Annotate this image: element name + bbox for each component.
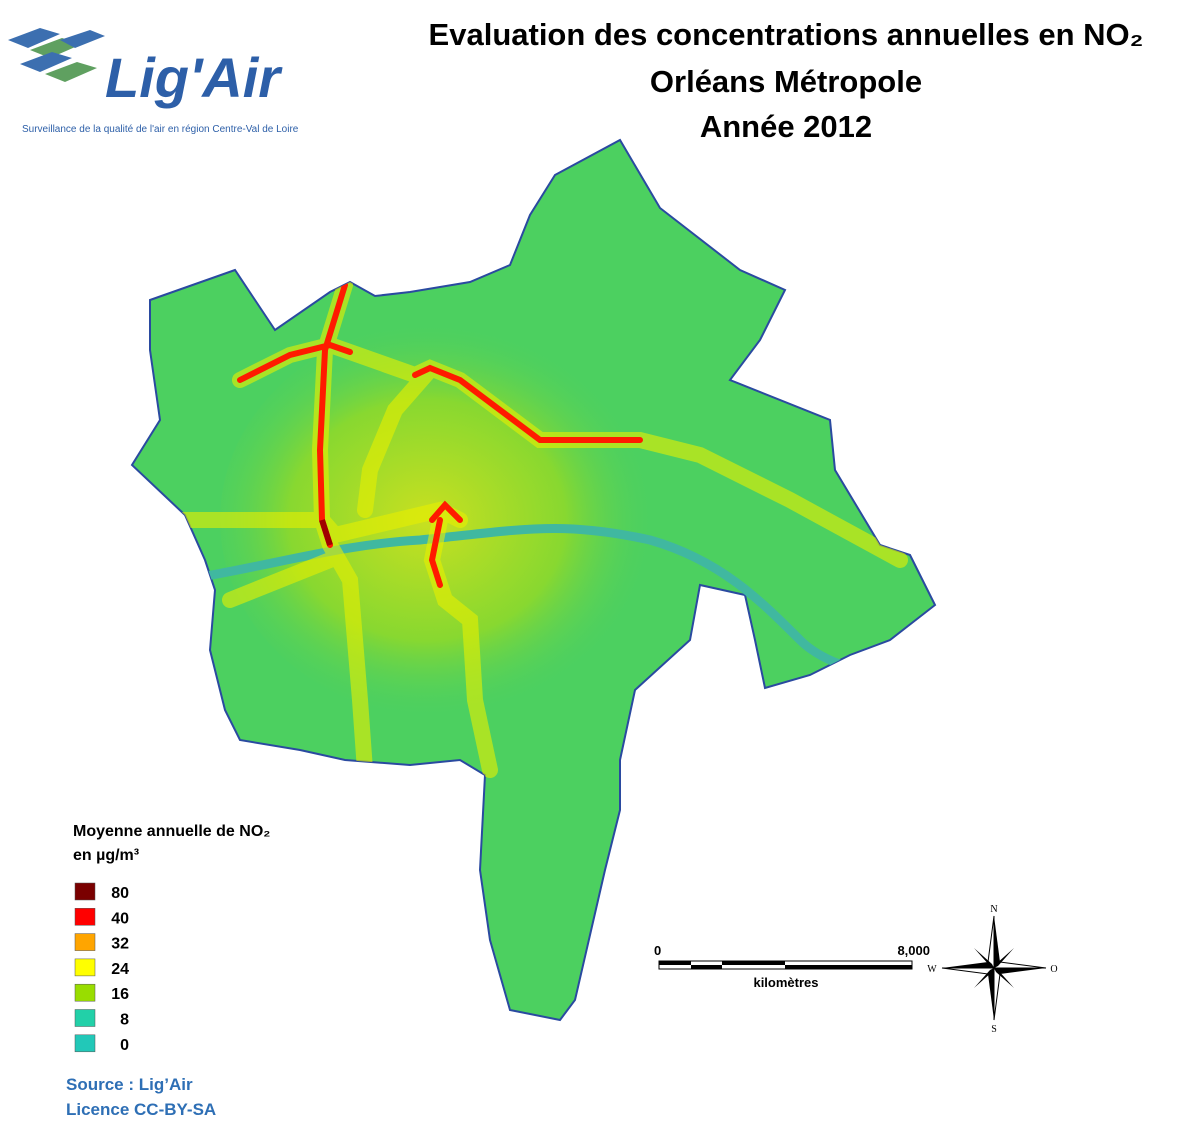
compass-w: W xyxy=(927,964,937,975)
legend-label: 32 xyxy=(111,936,129,953)
legend-unit: en µg/m³ xyxy=(73,847,139,864)
title-line: Evaluation des concentrations annuelles … xyxy=(429,17,1144,52)
map xyxy=(131,139,936,1021)
legend-swatch xyxy=(74,882,96,901)
legend-title: Moyenne annuelle de NO₂ xyxy=(73,823,270,840)
legend-swatch xyxy=(74,983,96,1002)
scale-start: 0 xyxy=(654,943,661,958)
legend-swatch xyxy=(74,908,96,926)
compass-e: O xyxy=(1050,964,1057,975)
legend-swatch xyxy=(74,1034,96,1053)
title-line: Année 2012 xyxy=(700,109,872,144)
logo: Lig'Air Surveillance de la qualité de l'… xyxy=(8,28,299,135)
scale-unit: kilomètres xyxy=(753,975,818,990)
legend-label: 80 xyxy=(111,885,129,902)
legend-label: 16 xyxy=(111,986,129,1003)
logo-name: Lig'Air xyxy=(105,46,283,109)
logo-tagline: Surveillance de la qualité de l'air en r… xyxy=(22,124,299,135)
compass-n: N xyxy=(990,904,997,915)
legend-label: 0 xyxy=(120,1037,129,1054)
licence: Licence CC-BY-SA xyxy=(66,1100,216,1119)
compass-s: S xyxy=(991,1024,997,1035)
scale-bar: 0 8,000 kilomètres xyxy=(654,943,930,990)
legend-swatch xyxy=(74,958,96,977)
legend-swatch xyxy=(74,1009,96,1027)
source: Source : Lig’Air xyxy=(66,1075,193,1094)
compass-rose: N S W O xyxy=(927,904,1057,1035)
scale-end: 8,000 xyxy=(897,943,930,958)
legend-label: 24 xyxy=(111,961,129,978)
legend-label: 8 xyxy=(120,1012,129,1029)
legend-swatch xyxy=(74,933,96,951)
title-line: Orléans Métropole xyxy=(650,64,922,99)
legend-label: 40 xyxy=(111,910,129,927)
